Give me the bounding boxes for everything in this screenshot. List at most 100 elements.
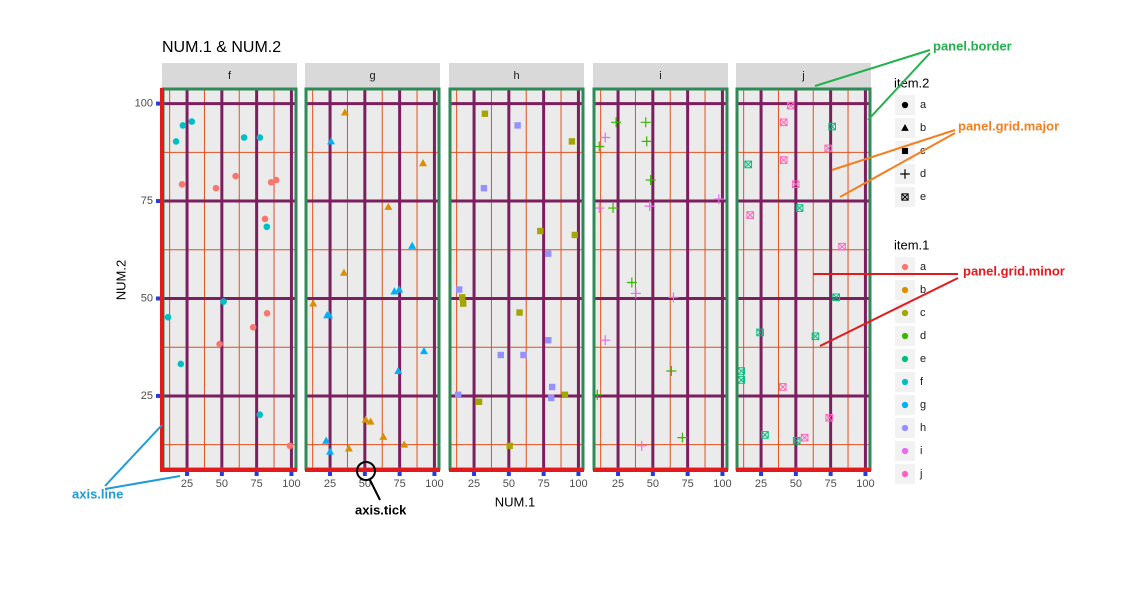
strip (593, 63, 728, 88)
point (220, 298, 227, 305)
legend-label: b (920, 284, 926, 296)
point (668, 292, 679, 303)
x-tick-label: 50 (216, 478, 228, 490)
legend-label: d (920, 168, 926, 180)
x-tick (863, 472, 868, 476)
legend-symbol (901, 309, 909, 317)
y-tick (156, 296, 160, 301)
legend-label: d (920, 330, 926, 342)
x-axis-title: NUM.1 (495, 494, 535, 509)
point (361, 415, 370, 423)
point (480, 184, 488, 192)
x-tick (397, 472, 402, 476)
plot-area: f 25 50 75 100 g 25 50 75 100 h 25 50 75 100 i 25 50 75 100… (135, 63, 875, 490)
strip-label: j (801, 70, 804, 82)
legend-symbol (901, 447, 909, 455)
strip-label: h (513, 70, 519, 82)
point (325, 311, 334, 319)
legend-symbol (901, 401, 909, 409)
x-tick (328, 472, 333, 476)
point (339, 268, 348, 276)
point (326, 447, 335, 455)
x-tick-label: 100 (713, 478, 731, 490)
point (455, 286, 463, 293)
point (548, 383, 556, 391)
point (825, 413, 834, 422)
strip-label: f (228, 70, 232, 82)
point (568, 138, 576, 145)
legend-label: f (920, 376, 924, 388)
legend-label: i (920, 445, 922, 457)
legend-label: g (920, 399, 926, 411)
point (212, 184, 220, 192)
legend-label: a (920, 261, 927, 273)
legend-symbol (901, 332, 909, 340)
strip (449, 63, 584, 88)
x-tick-label: 50 (359, 478, 371, 490)
point (545, 250, 552, 257)
legend-symbol (901, 355, 909, 363)
x-tick (254, 472, 259, 476)
x-tick (541, 472, 546, 476)
y-tick-label: 25 (141, 390, 153, 402)
point (240, 134, 248, 141)
point (344, 444, 353, 452)
point (786, 101, 795, 110)
strip (162, 63, 297, 88)
point (263, 310, 271, 317)
point (611, 117, 622, 128)
point (630, 288, 641, 299)
point (394, 366, 403, 374)
point (506, 442, 513, 450)
point (677, 432, 688, 443)
strip (305, 63, 440, 88)
annotation: axis.line (72, 486, 123, 501)
point (547, 394, 555, 402)
point (475, 398, 483, 405)
annotation-arrow (831, 129, 956, 171)
x-tick-label: 50 (790, 478, 802, 490)
point (390, 287, 399, 295)
annotation-circle (356, 461, 376, 481)
point (272, 176, 280, 184)
legend-label: e (920, 191, 926, 203)
x-tick (432, 472, 437, 476)
annotations: panel.border panel.grid.major panel.grid… (72, 38, 1065, 517)
point (800, 433, 809, 442)
x-tick (759, 472, 764, 476)
point (828, 122, 836, 131)
annotation-arrow (104, 475, 181, 490)
annotation-arrow (104, 424, 163, 487)
legend-symbol (901, 124, 909, 131)
point (164, 313, 172, 321)
legend-symbol (901, 424, 909, 432)
annotation-arrow (369, 479, 381, 501)
x-tick-label: 75 (682, 478, 694, 490)
panel-background (593, 88, 728, 470)
x-tick-label: 25 (612, 478, 624, 490)
x-tick (793, 472, 798, 476)
x-tick (219, 472, 224, 476)
point (713, 194, 724, 205)
legend-label: j (919, 468, 922, 480)
point (267, 179, 275, 186)
y-tick-label: 50 (141, 292, 153, 304)
point (561, 391, 569, 398)
x-tick-label: 25 (755, 478, 767, 490)
point (379, 432, 388, 440)
point (779, 118, 788, 127)
point (419, 159, 428, 167)
x-tick (185, 472, 190, 476)
point (832, 293, 841, 302)
annotation-arrow (819, 277, 959, 347)
x-tick-label: 25 (468, 478, 480, 490)
point (756, 328, 764, 337)
x-tick (616, 472, 621, 476)
point (641, 136, 652, 147)
legend-symbol (901, 286, 909, 294)
x-tick (362, 472, 367, 476)
legend-label: h (920, 422, 926, 434)
legend-label: c (920, 307, 926, 319)
point (746, 211, 754, 219)
legend-label: e (920, 353, 926, 365)
